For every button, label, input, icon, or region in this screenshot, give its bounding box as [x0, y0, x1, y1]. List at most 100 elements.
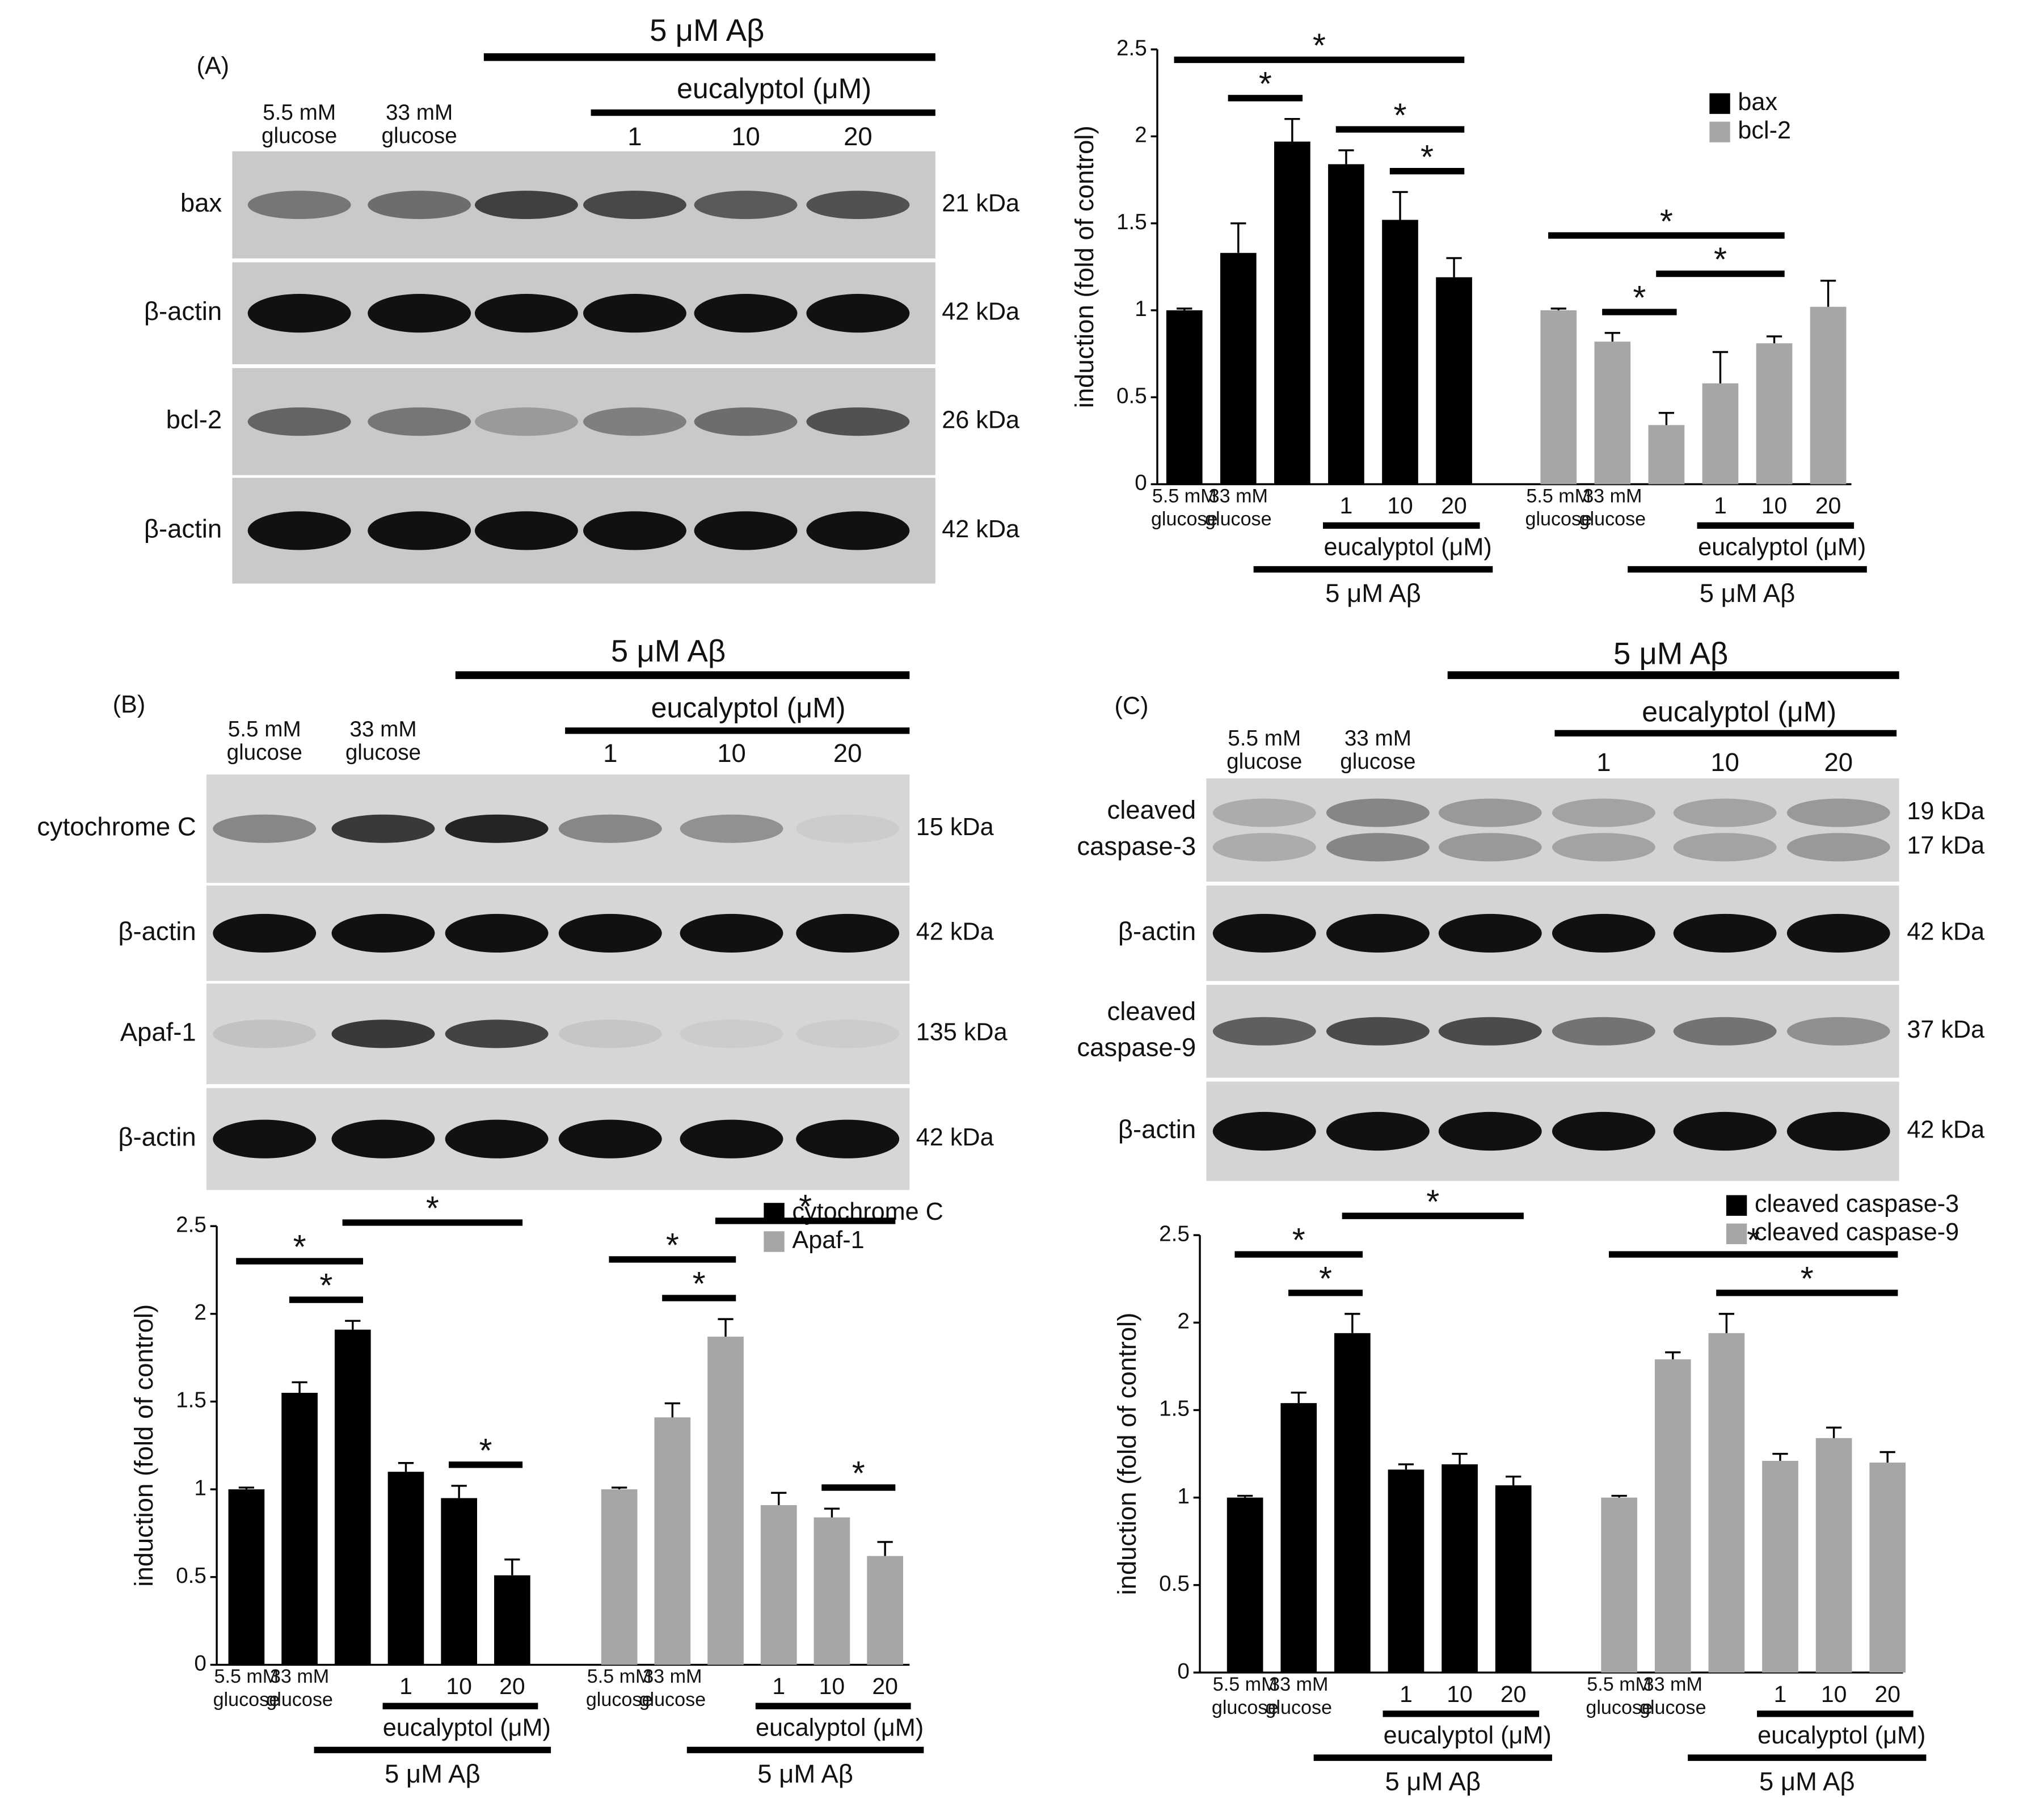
blot-band [1673, 1017, 1777, 1046]
x-tick-label: 5.5 mM [587, 1666, 652, 1687]
drug-label: eucalyptol (μM) [383, 1714, 551, 1742]
lane-label: glucose [1340, 749, 1415, 774]
bar [601, 1489, 638, 1665]
row-label: β-actin [1118, 917, 1196, 946]
blot-band [247, 294, 351, 333]
row-label: Apaf-1 [120, 1017, 196, 1046]
significance-label: * [1421, 138, 1434, 176]
bar [1708, 1333, 1745, 1673]
blot-band [331, 913, 435, 953]
x-tick-label: 1 [1774, 1681, 1787, 1707]
bar [441, 1498, 478, 1665]
y-tick-label: 2.5 [1159, 1221, 1190, 1246]
blot-band [213, 1019, 317, 1048]
x-tick-label: glucose [586, 1689, 653, 1711]
blot-band [583, 511, 686, 550]
bar [1762, 1460, 1798, 1673]
blot-band [213, 913, 317, 953]
bar [1540, 310, 1577, 485]
y-tick-label: 0 [194, 1652, 206, 1676]
blot-band [1552, 798, 1655, 827]
error-bar [238, 1486, 255, 1490]
kda-label: 42 kDa [916, 1124, 994, 1151]
blot-band [1326, 913, 1430, 953]
bar [760, 1505, 797, 1665]
blot-band [1673, 913, 1777, 953]
blot-band [558, 814, 662, 843]
error-bar [1550, 307, 1566, 310]
kda-label: 42 kDa [942, 298, 1020, 326]
blot-band [474, 191, 578, 220]
significance-label: * [666, 1226, 679, 1264]
blot-band [368, 407, 471, 436]
row-label: cleaved [1107, 795, 1196, 824]
x-tick-label: 1 [1340, 492, 1353, 519]
lane-label: 33 mM [386, 100, 453, 125]
blot-band [796, 1119, 900, 1158]
bar [1220, 252, 1257, 485]
error-bar [718, 1318, 734, 1337]
y-tick-label: 0.5 [176, 1564, 206, 1588]
drug-label: eucalyptol (μM) [651, 692, 846, 724]
drug-label: eucalyptol (μM) [1384, 1722, 1552, 1749]
drug-label: eucalyptol (μM) [756, 1714, 924, 1742]
drug-label: eucalyptol (μM) [677, 73, 871, 104]
x-tick-label: 5.5 mM [214, 1666, 279, 1687]
y-tick-label: 2 [1177, 1309, 1190, 1334]
legend-label: cleaved caspase-9 [1755, 1219, 1959, 1246]
blot-band [247, 191, 351, 220]
significance-label: * [799, 1187, 812, 1225]
x-tick-label: 20 [499, 1673, 525, 1699]
significance-label: * [1660, 202, 1673, 240]
significance-label: * [1259, 65, 1272, 103]
blot-band [1212, 798, 1316, 827]
x-tick-label: 1 [1714, 492, 1727, 519]
kda-label: 135 kDa [916, 1019, 1008, 1046]
blot-band [1786, 1111, 1890, 1151]
blot-band [1212, 913, 1316, 953]
lane-label: 10 [731, 122, 760, 151]
significance-label: * [293, 1228, 306, 1266]
x-tick-label: glucose [1586, 1697, 1653, 1718]
kda-label: 26 kDa [942, 407, 1020, 434]
blot-band [1438, 913, 1542, 953]
error-bar [504, 1558, 520, 1575]
blot-band [1552, 913, 1655, 953]
bar [387, 1472, 424, 1665]
blot-band [1552, 1017, 1655, 1046]
bar [1815, 1438, 1852, 1673]
error-bar [1718, 1313, 1735, 1333]
blot-band [1326, 1111, 1430, 1151]
bar [1594, 342, 1631, 485]
x-tick-label: glucose [1265, 1697, 1332, 1718]
row-label: β-actin [1118, 1115, 1196, 1144]
bar [1334, 1333, 1371, 1673]
x-tick-label: 1 [399, 1673, 412, 1699]
error-bar [824, 1507, 840, 1518]
treatment-label: 5 μM Aβ [1385, 1767, 1481, 1796]
lane-label: glucose [345, 740, 421, 765]
row-label: β-actin [144, 514, 222, 543]
bar [1166, 310, 1203, 485]
blot-band [806, 294, 910, 333]
error-bar [1772, 1452, 1788, 1461]
bar [707, 1337, 744, 1665]
drug-label: eucalyptol (μM) [1698, 534, 1866, 561]
x-tick-label: glucose [1525, 508, 1592, 530]
blot-band [694, 191, 798, 220]
x-tick-label: glucose [1640, 1697, 1706, 1718]
lane-label: glucose [227, 740, 302, 765]
x-tick-label: 33 mM [1583, 485, 1642, 507]
x-tick-label: 33 mM [1269, 1674, 1328, 1695]
panel-label: (C) [1115, 692, 1149, 719]
error-bar [1506, 1475, 1522, 1486]
blot-band [1673, 833, 1777, 862]
legend-label: Apaf-1 [792, 1227, 864, 1254]
legend-swatch [1726, 1195, 1747, 1216]
error-bar [1291, 1391, 1306, 1404]
blot-band [445, 1119, 549, 1158]
significance-label: * [1747, 1221, 1760, 1259]
treatment-label: 5 μM Aβ [1759, 1767, 1855, 1796]
x-tick-label: 5.5 mM [1213, 1674, 1278, 1695]
